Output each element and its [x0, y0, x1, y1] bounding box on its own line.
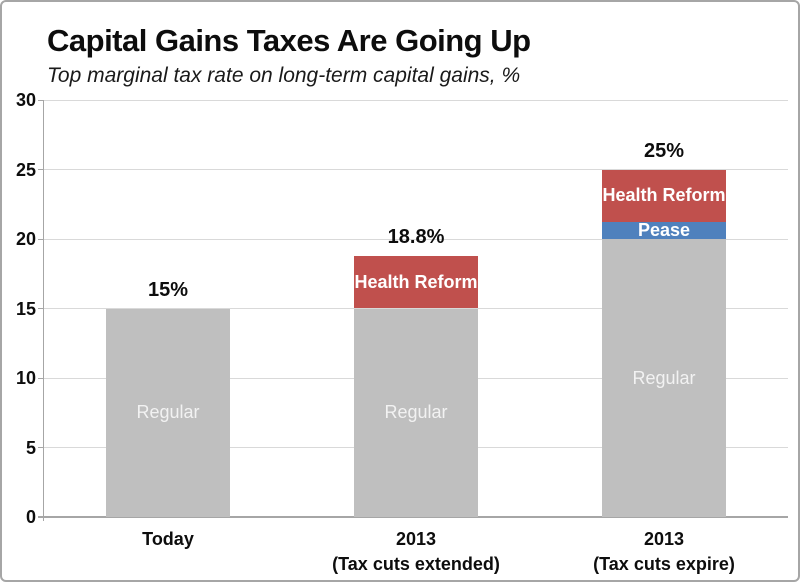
segment-label: Health Reform	[354, 271, 478, 292]
x-axis-line	[38, 516, 788, 518]
x-axis-label: 2013 (Tax cuts expire)	[542, 527, 786, 577]
y-axis-tick	[38, 99, 44, 101]
y-axis-tick	[38, 308, 44, 309]
y-axis-line	[43, 100, 44, 521]
bar-segment-health-reform: Health Reform	[602, 169, 726, 223]
y-tick-label: 0	[25, 507, 36, 527]
segment-label: Regular	[632, 367, 696, 388]
segment-label: Pease	[637, 220, 691, 241]
y-axis-tick	[38, 377, 44, 379]
x-axis-label-line: (Tax cuts extended)	[332, 554, 500, 574]
y-tick-label: 30	[15, 90, 36, 110]
segment-label: Health Reform	[602, 185, 726, 206]
chart-subtitle: Top marginal tax rate on long-term capit…	[47, 64, 521, 87]
gridline	[44, 238, 788, 240]
segment-label: Regular	[136, 402, 200, 423]
x-axis-label-line: 2013	[395, 529, 437, 549]
bar-segment-regular: Regular	[106, 308, 230, 517]
bar-total-label: 18.8%	[387, 225, 445, 248]
gridline	[44, 99, 788, 101]
bar-total-label: 15%	[147, 278, 189, 301]
bar-segment-regular: Regular	[354, 308, 478, 517]
x-axis-label: 2013 (Tax cuts extended)	[294, 527, 538, 577]
x-axis-label-line: Today	[142, 529, 194, 549]
x-axis-label-line: (Tax cuts expire)	[593, 554, 735, 574]
bar-segment-health-reform: Health Reform	[354, 255, 478, 309]
y-axis-tick	[38, 169, 44, 170]
bar-segment-regular: Regular	[602, 239, 726, 517]
y-tick-label: 10	[15, 368, 36, 388]
y-axis-tick	[38, 238, 44, 240]
y-tick-label: 15	[15, 298, 36, 319]
y-tick-label: 5	[25, 437, 36, 458]
y-axis-tick	[38, 447, 44, 448]
bar-segment-pease: Pease	[602, 220, 726, 241]
bar-total-label: 25%	[643, 139, 685, 162]
x-axis-label: Today	[46, 527, 290, 552]
segment-label: Regular	[384, 402, 448, 423]
gridline	[44, 169, 788, 170]
chart-title: Capital Gains Taxes Are Going Up	[47, 23, 531, 58]
y-tick-label: 20	[15, 229, 36, 249]
x-axis-label-line: 2013	[643, 529, 685, 549]
y-tick-label: 25	[15, 159, 36, 180]
